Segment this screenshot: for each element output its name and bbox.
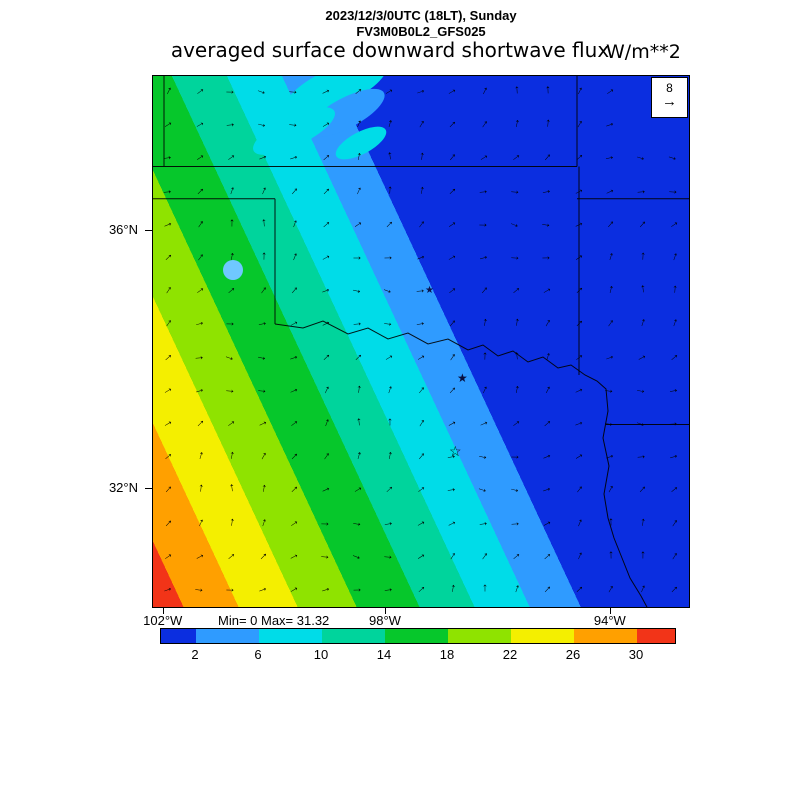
colorbar-tick-label: 26 xyxy=(565,647,581,662)
river-border-line xyxy=(274,320,648,607)
lat-label: 32°N xyxy=(108,480,138,496)
colorbar-segment xyxy=(322,629,385,643)
city-marker: ★ xyxy=(457,371,468,385)
cloud-patch xyxy=(223,260,243,280)
reference-vector-value: 8 xyxy=(666,81,673,95)
colorbar-tick-label: 10 xyxy=(313,647,329,662)
colorbar-tick-label: 2 xyxy=(191,647,199,662)
colorbar-segment xyxy=(637,629,675,643)
colorbar-segment xyxy=(574,629,637,643)
colorbar-segment xyxy=(259,629,322,643)
lon-tick xyxy=(384,608,386,614)
plot-title: averaged surface downward shortwave flux xyxy=(170,38,610,62)
colorbar-tick-label: 18 xyxy=(439,647,455,662)
colorbar-tick-label: 14 xyxy=(376,647,392,662)
city-marker: ★ xyxy=(425,285,434,296)
state-borders xyxy=(153,76,689,607)
colorbar-tick-label: 22 xyxy=(502,647,518,662)
colorbar-segment xyxy=(511,629,574,643)
state-border-lines xyxy=(153,76,689,425)
colorbar-segment xyxy=(161,629,196,643)
lon-tick xyxy=(162,608,164,614)
colorbar-tick-label: 6 xyxy=(254,647,262,662)
colorbar-segment xyxy=(385,629,448,643)
map-area: → → → → → → → → → → → → → → → → → → → → → → → → → → → → → → → → → → → → → → → →… xyxy=(152,75,690,608)
map-field xyxy=(153,76,689,607)
minmax-stats: Min= 0 Max= 31.32 xyxy=(218,613,330,628)
reference-vector-arrow-icon: → xyxy=(662,93,677,110)
reference-vector-box: 8 → xyxy=(651,77,688,118)
colorbar-segment xyxy=(196,629,259,643)
colorbar xyxy=(160,628,676,644)
lon-label: 98°W xyxy=(368,613,401,628)
datetime-line: 2023/12/3/0UTC (18LT), Sunday xyxy=(325,8,517,23)
model-line: FV3M0B0L2_GFS025 xyxy=(356,24,486,39)
lon-label: 102°W xyxy=(143,613,183,628)
colorbar-segment xyxy=(448,629,511,643)
lat-tick xyxy=(145,230,152,232)
map-markers: ★ ★ ☆ xyxy=(153,76,689,607)
lon-label: 94°W xyxy=(593,613,626,628)
colorbar-tick-label: 30 xyxy=(628,647,644,662)
lat-tick xyxy=(145,488,152,490)
lat-label: 36°N xyxy=(108,222,138,238)
lon-tick xyxy=(609,608,611,614)
cloud-patches xyxy=(153,76,689,607)
open-star-marker: ☆ xyxy=(449,443,462,459)
units-label: W/m**2 xyxy=(606,41,681,63)
